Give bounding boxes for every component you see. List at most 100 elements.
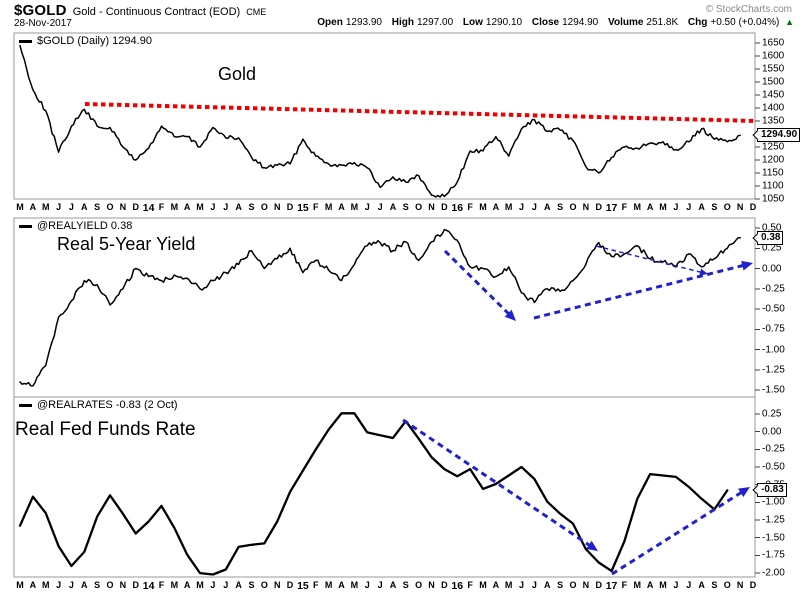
y-axis-tick-label: 1100 bbox=[762, 180, 784, 192]
x-axis-tick-label: D bbox=[286, 580, 294, 590]
x-axis-tick-label: A bbox=[389, 202, 397, 212]
x-axis-tick-label: A bbox=[646, 580, 654, 590]
close-value: 1294.90 bbox=[562, 17, 599, 28]
y-axis-tick-label: 1200 bbox=[762, 154, 785, 166]
x-axis-tick-label: J bbox=[56, 580, 62, 590]
real-fed-funds-line bbox=[18, 412, 729, 576]
x-axis-tick-label: M bbox=[633, 580, 642, 590]
gold-legend: $GOLD (Daily) 1294.90 bbox=[19, 35, 152, 47]
x-axis-tick-label: D bbox=[749, 580, 757, 590]
x-axis-tick-label: O bbox=[260, 202, 268, 212]
x-axis-tick-label: A bbox=[698, 580, 705, 590]
chart-title: Gold - Continuous Contract (EOD) bbox=[72, 6, 241, 18]
x-axis-tick-label: 15 bbox=[297, 202, 309, 214]
x-axis-tick-label: M bbox=[504, 580, 513, 590]
realrates-price-tag: -0.83 bbox=[757, 483, 787, 498]
open-label: Open bbox=[317, 17, 343, 28]
y-axis-tick-label: -0.50 bbox=[762, 303, 785, 315]
x-axis-tick-label: D bbox=[595, 202, 602, 212]
y-axis-tick-label: 0.25 bbox=[762, 408, 782, 420]
low-label: Low bbox=[462, 17, 483, 28]
open-value: 1293.90 bbox=[345, 17, 382, 28]
x-axis-tick-label: M bbox=[196, 580, 204, 590]
y-axis-tick-label: -1.25 bbox=[762, 514, 785, 526]
y-axis-tick-label: -1.50 bbox=[762, 532, 785, 544]
x-axis-tick-label: D bbox=[749, 202, 757, 212]
x-axis-tick-label: D bbox=[441, 580, 448, 590]
realrates-legend-text: @REALRATES -0.83 (2 Oct) bbox=[37, 399, 178, 411]
gold-legend-text: $GOLD (Daily) 1294.90 bbox=[37, 35, 152, 47]
x-axis-tick-label: O bbox=[106, 580, 114, 590]
x-axis-tick-label: O bbox=[415, 580, 423, 590]
x-axis-tick-label: A bbox=[338, 580, 345, 590]
y-axis-tick-label: 1350 bbox=[762, 115, 785, 127]
x-axis-tick-label: 16 bbox=[451, 580, 464, 592]
gold-trendline bbox=[84, 102, 757, 123]
x-axis-tick-label: A bbox=[544, 202, 551, 212]
y-axis-tick-label: -1.25 bbox=[762, 364, 785, 376]
x-axis-tick-label: A bbox=[389, 580, 397, 590]
x-axis-tick-label: J bbox=[364, 580, 370, 590]
y-axis-tick-label: -1.00 bbox=[762, 496, 785, 508]
x-axis-tick-label: J bbox=[364, 202, 370, 212]
x-axis-tick-label: M bbox=[350, 202, 359, 212]
x-axis-tick-label: A bbox=[492, 202, 500, 212]
x-axis-tick-label: F bbox=[621, 202, 628, 212]
y-axis-tick-label: 0.25 bbox=[762, 242, 782, 254]
rates-up-arrow-head bbox=[738, 487, 750, 498]
x-axis-tick-label: J bbox=[673, 580, 679, 590]
x-axis-tick-label: F bbox=[467, 202, 473, 212]
x-axis-tick-label: N bbox=[582, 202, 590, 212]
x-axis-tick-label: 16 bbox=[451, 202, 464, 214]
x-axis-tick-label: M bbox=[504, 202, 513, 212]
x-axis-tick-label: A bbox=[183, 202, 191, 212]
x-axis-tick-label: S bbox=[248, 202, 255, 212]
x-axis-tick-label: M bbox=[170, 580, 179, 590]
x-axis-tick-label: S bbox=[557, 202, 564, 212]
x-axis-tick-label: N bbox=[273, 202, 281, 212]
x-axis-tick-label: A bbox=[235, 202, 242, 212]
legend-line-swatch bbox=[19, 39, 32, 43]
legend-line-swatch bbox=[19, 224, 32, 228]
x-axis-tick-label: O bbox=[723, 580, 731, 590]
x-axis-tick-label: S bbox=[402, 202, 409, 212]
x-axis-tick-label: 17 bbox=[605, 202, 618, 214]
x-axis-tick-label: A bbox=[698, 202, 705, 212]
x-axis-tick-label: S bbox=[402, 580, 409, 590]
yield-wedge-line-head bbox=[699, 268, 708, 276]
close-label: Close bbox=[531, 17, 560, 28]
legend-line-swatch bbox=[19, 403, 32, 407]
gold-price-tag: 1294.90 bbox=[757, 128, 800, 143]
high-label: High bbox=[391, 17, 414, 28]
x-axis-tick-label: O bbox=[415, 202, 423, 212]
x-axis-tick-label: S bbox=[248, 580, 255, 590]
x-axis-tick-label: A bbox=[183, 580, 191, 590]
x-axis-tick-label: J bbox=[223, 580, 229, 590]
x-axis-tick-label: J bbox=[531, 580, 537, 590]
y-axis-tick-label: 0.00 bbox=[762, 426, 782, 438]
x-axis-tick-label: S bbox=[711, 580, 718, 590]
x-axis-tick-label: J bbox=[223, 202, 229, 212]
x-axis-tick-label: M bbox=[659, 202, 667, 212]
y-axis-tick-label: 1150 bbox=[762, 167, 784, 179]
x-axis-tick-label: M bbox=[196, 202, 204, 212]
x-axis-tick-label: F bbox=[313, 202, 319, 212]
y-axis-tick-label: 1450 bbox=[762, 89, 785, 101]
x-axis-tick-label: 14 bbox=[142, 580, 155, 592]
y-axis-tick-label: 1400 bbox=[762, 102, 785, 114]
rates-down-arrow-head bbox=[586, 540, 598, 551]
rates-up-arrow bbox=[611, 490, 744, 576]
y-axis-tick-label: -2.00 bbox=[762, 567, 785, 579]
copyright: © StockCharts.com bbox=[705, 4, 792, 15]
x-axis-tick-label: F bbox=[467, 580, 473, 590]
x-axis-tick-label: A bbox=[81, 202, 88, 212]
up-triangle-icon: ▲ bbox=[785, 17, 794, 27]
realyield-legend: @REALYIELD 0.38 bbox=[19, 220, 132, 232]
chg-value: +0.50 (+0.04%) bbox=[710, 17, 780, 28]
gold-price-line bbox=[19, 44, 741, 198]
yield-annotation-label: Real 5-Year Yield bbox=[57, 234, 196, 254]
fed-funds-annotation-label: Real Fed Funds Rate bbox=[15, 419, 196, 440]
y-axis-tick-label: -1.50 bbox=[762, 384, 785, 396]
